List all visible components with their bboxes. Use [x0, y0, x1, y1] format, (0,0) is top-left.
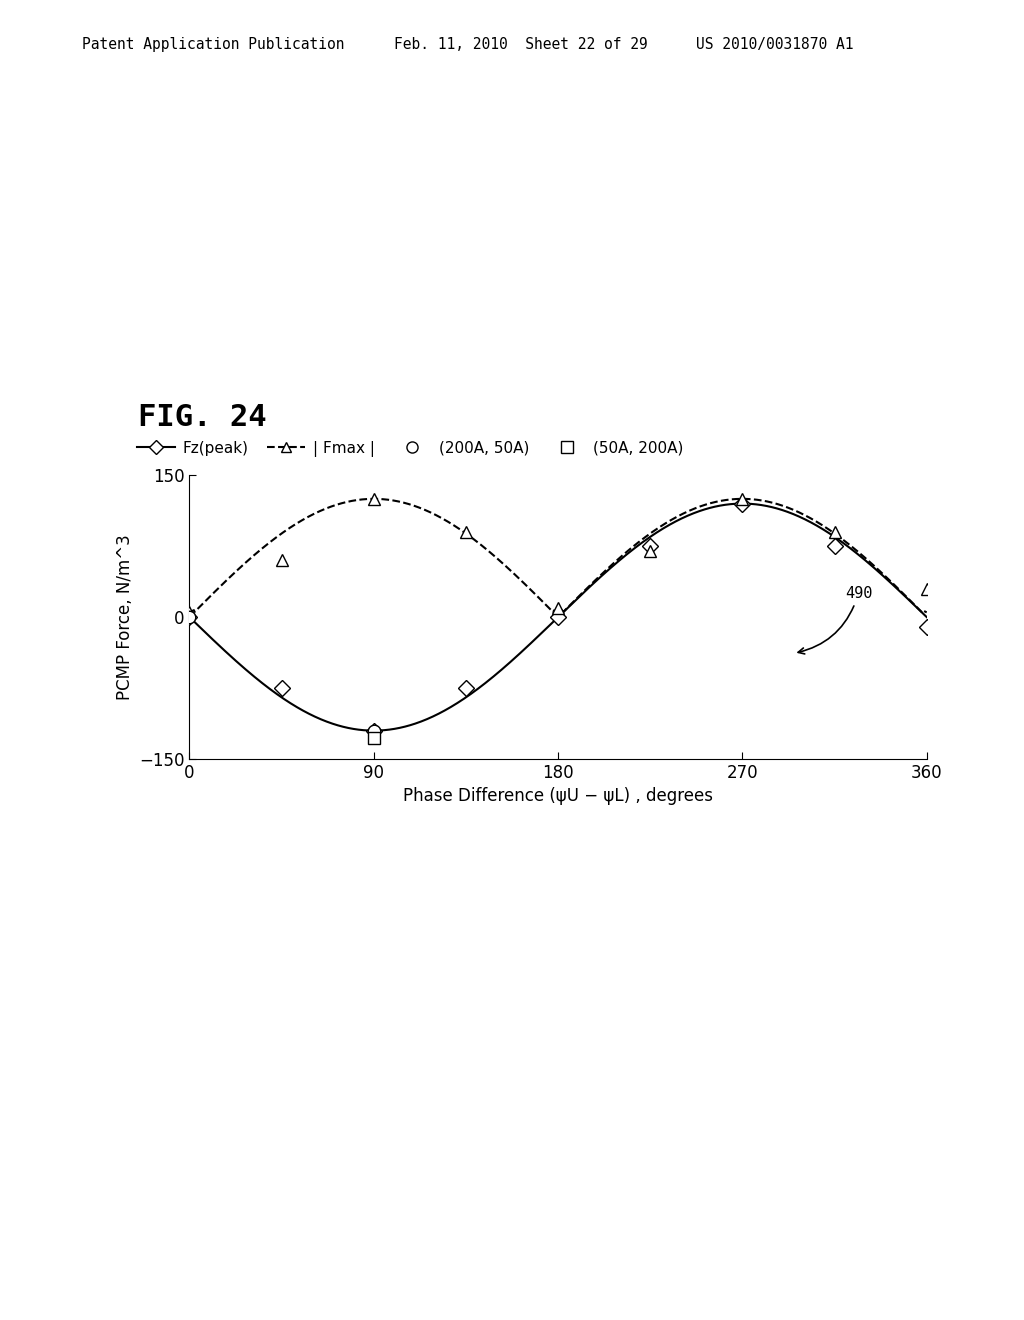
Text: FIG. 24: FIG. 24 — [138, 403, 267, 432]
Text: Feb. 11, 2010  Sheet 22 of 29: Feb. 11, 2010 Sheet 22 of 29 — [394, 37, 648, 51]
Y-axis label: PCMP Force, N/m^3: PCMP Force, N/m^3 — [116, 535, 133, 700]
Text: 490: 490 — [798, 586, 872, 653]
Text: Patent Application Publication: Patent Application Publication — [82, 37, 344, 51]
Text: US 2010/0031870 A1: US 2010/0031870 A1 — [696, 37, 854, 51]
Legend: Fz(peak), | Fmax |, (200A, 50A), (50A, 200A): Fz(peak), | Fmax |, (200A, 50A), (50A, 2… — [130, 434, 690, 463]
X-axis label: Phase Difference (ψU − ψL) , degrees: Phase Difference (ψU − ψL) , degrees — [403, 788, 713, 805]
